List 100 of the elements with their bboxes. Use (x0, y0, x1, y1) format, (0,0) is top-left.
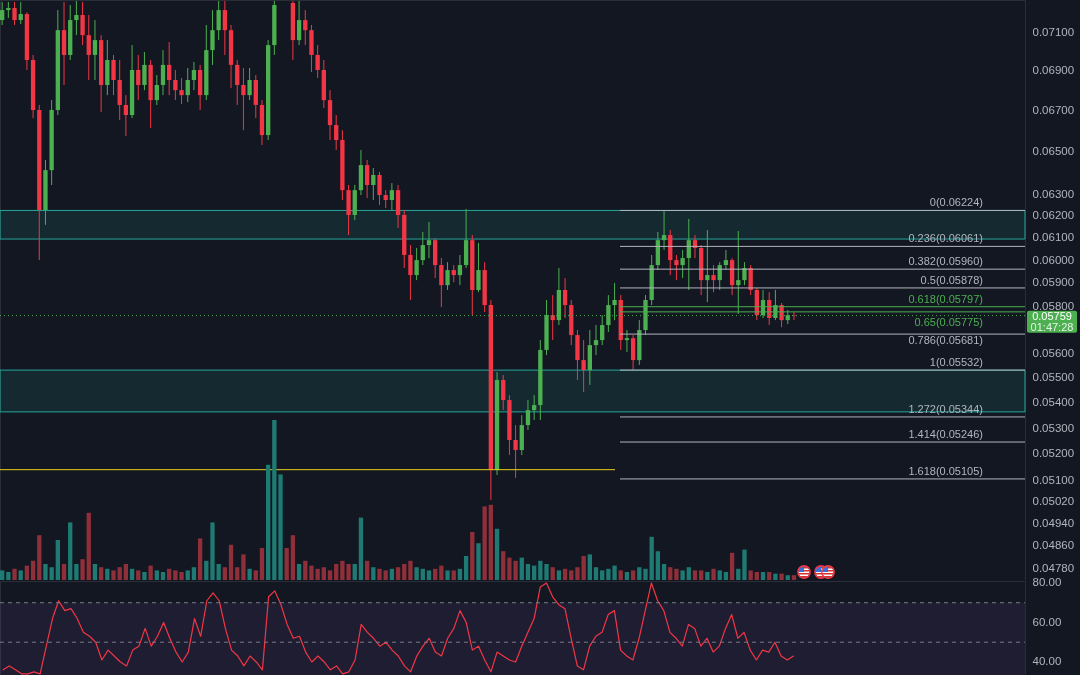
ref-line-label: 0.65(0.05775) (914, 316, 983, 329)
candlestick (525, 399, 531, 431)
candlestick (173, 69, 178, 101)
candlestick (160, 49, 166, 96)
candlestick (185, 67, 190, 103)
bar (68, 522, 73, 580)
bar (303, 560, 308, 580)
bar (754, 572, 760, 580)
bar (247, 568, 252, 580)
candlestick (457, 254, 463, 286)
candlestick (142, 51, 147, 91)
y-tick-label: 0.06100 (1032, 231, 1075, 244)
text: 01:47:28 (1030, 320, 1074, 333)
candlestick (581, 339, 586, 393)
bar (767, 572, 772, 580)
candlestick (315, 44, 320, 79)
bar (191, 567, 197, 580)
bar (129, 568, 135, 580)
bar (699, 570, 704, 580)
bar (142, 572, 147, 580)
candlestick (12, 1, 17, 26)
candlestick (191, 61, 197, 91)
bar (222, 567, 228, 580)
bar (37, 535, 42, 580)
y-tick-label: 0.06700 (1032, 104, 1075, 117)
bar (488, 504, 494, 580)
ref-line-label: 0.236(0.06061) (908, 232, 983, 245)
ref-line-label: 0(0.06224) (929, 196, 983, 209)
candlestick (791, 311, 797, 321)
bar (216, 564, 221, 580)
candlestick (426, 221, 432, 259)
candlestick (377, 171, 382, 206)
bar (6, 572, 11, 580)
bar (253, 570, 258, 580)
bar (593, 567, 599, 580)
y-tick-label: 0.05400 (1032, 396, 1075, 409)
bar (167, 568, 172, 580)
bar (290, 535, 296, 580)
bar (649, 536, 654, 580)
bar (228, 544, 234, 580)
candlestick (296, 0, 302, 46)
bar (420, 568, 425, 580)
bar (457, 568, 463, 580)
candlestick (562, 277, 568, 319)
bar (748, 570, 753, 580)
bar (451, 570, 456, 580)
y-tick-label: 0.06900 (1032, 64, 1075, 77)
bar (74, 564, 79, 580)
candlestick (210, 9, 215, 66)
bar (18, 570, 23, 580)
bar (364, 560, 370, 580)
y-tick-label: 0.05020 (1032, 495, 1075, 508)
y-tick-label: 0.07100 (1032, 25, 1075, 38)
bar (445, 570, 450, 580)
y-tick-label: 0.05200 (1032, 447, 1075, 460)
bar (197, 538, 203, 580)
candlestick (513, 424, 518, 479)
bar (618, 570, 623, 580)
bar (717, 570, 722, 580)
candlestick (705, 229, 710, 303)
line-series (2, 582, 795, 675)
candlestick (531, 394, 537, 421)
bar (686, 567, 691, 580)
bar (562, 568, 568, 580)
bar (148, 565, 153, 580)
candlestick (303, 9, 308, 46)
bar (556, 570, 562, 580)
y-tick-label: 40.00 (1032, 655, 1062, 668)
candlestick (501, 374, 506, 411)
bar (630, 570, 636, 580)
candlestick (216, 0, 221, 41)
candlestick (630, 334, 636, 371)
bar (358, 517, 364, 580)
candlestick (680, 249, 685, 279)
bar (643, 568, 648, 580)
candlestick (414, 247, 419, 281)
candlestick (18, 1, 23, 25)
candlestick (674, 254, 679, 281)
y-tick-label: 0.04940 (1032, 516, 1075, 529)
ref-line-label: 0.618(0.05797) (908, 292, 983, 305)
bar (241, 554, 246, 580)
bar (587, 554, 592, 580)
bar (408, 560, 413, 580)
candlestick (593, 324, 599, 356)
bar (519, 557, 524, 580)
candlestick (241, 67, 246, 131)
bar (531, 565, 537, 580)
bar (711, 568, 716, 580)
bar (600, 570, 605, 580)
candlestick (742, 261, 747, 286)
y-tick-label: 60.00 (1032, 615, 1062, 628)
candlestick (111, 54, 116, 96)
bar (569, 570, 574, 580)
bar (736, 568, 741, 580)
bar (525, 564, 531, 580)
bar (154, 570, 159, 580)
candlestick (371, 167, 376, 201)
bar (655, 551, 661, 580)
bar (414, 567, 419, 580)
candlestick (154, 74, 159, 106)
